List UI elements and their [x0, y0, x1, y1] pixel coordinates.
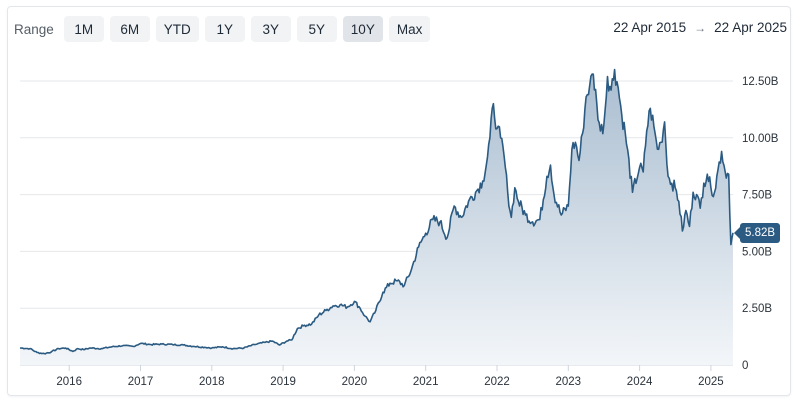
- x-tick-label: 2023: [556, 376, 582, 388]
- y-tick-label: 2.50B: [742, 303, 772, 315]
- x-tick-label: 2022: [484, 376, 510, 388]
- y-tick-label: 0: [742, 360, 748, 372]
- x-tick-label: 2018: [199, 376, 225, 388]
- x-tick-label: 2024: [627, 376, 653, 388]
- date-range-start[interactable]: 22 Apr 2015: [613, 20, 687, 35]
- x-tick-label: 2021: [413, 376, 439, 388]
- range-button-3y[interactable]: 3Y: [250, 16, 291, 42]
- range-button-max[interactable]: Max: [388, 16, 431, 42]
- x-axis: 2016 2017 2018 2019 2020 2021 2022 2023 2024 2025: [56, 365, 724, 388]
- area-fill: [20, 69, 733, 365]
- y-tick-label: 7.50B: [742, 190, 772, 202]
- date-range: 22 Apr 2015 → 22 Apr 2025: [613, 20, 787, 35]
- range-toolbar: Range 1M 6M YTD 1Y 3Y 5Y 10Y Max: [14, 16, 431, 42]
- x-tick-label: 2016: [56, 376, 82, 388]
- range-label: Range: [14, 21, 54, 37]
- y-axis: 0 2.50B 5.00B 7.50B 10.00B 12.50B: [742, 76, 779, 372]
- y-tick-label: 12.50B: [742, 76, 779, 88]
- x-tick-label: 2020: [342, 376, 368, 388]
- arrow-right-icon: →: [694, 20, 707, 35]
- range-button-1m[interactable]: 1M: [63, 16, 104, 42]
- x-tick-label: 2019: [270, 376, 296, 388]
- range-button-1y[interactable]: 1Y: [204, 16, 245, 42]
- range-button-5y[interactable]: 5Y: [296, 16, 337, 42]
- date-range-end[interactable]: 22 Apr 2025: [714, 20, 787, 35]
- range-button-ytd[interactable]: YTD: [155, 16, 199, 42]
- y-tick-label: 5.00B: [742, 246, 772, 258]
- y-tick-label: 10.00B: [742, 133, 779, 145]
- range-button-10y[interactable]: 10Y: [342, 16, 383, 42]
- current-value-tag: 5.82B: [733, 222, 781, 243]
- price-line: [19, 68, 734, 355]
- range-button-6m[interactable]: 6M: [109, 16, 150, 42]
- x-tick-label: 2025: [698, 376, 724, 388]
- x-tick-label: 2017: [128, 376, 154, 388]
